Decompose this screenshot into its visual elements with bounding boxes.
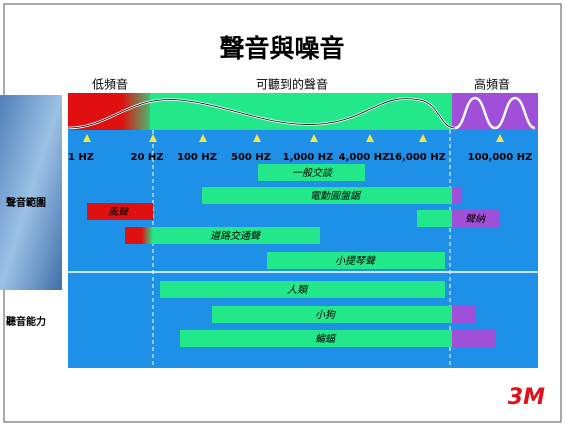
range-bar-high [452, 210, 500, 227]
range-bar [267, 252, 445, 269]
frequency-label: 100 HZ [177, 152, 217, 163]
logo: 3M [508, 385, 545, 410]
marker [366, 134, 374, 142]
range-bar [417, 210, 452, 227]
frequency-label: 100,000 HZ [468, 152, 533, 163]
marker [253, 134, 261, 142]
range-bar [153, 227, 320, 244]
range-bar-low [125, 227, 153, 244]
zone-label: 高頻音 [474, 77, 510, 92]
title: 聲音與噪音 [219, 34, 344, 63]
zone-label: 低頻音 [92, 77, 128, 92]
range-label: 聲納 [465, 213, 486, 225]
range-bar [258, 164, 365, 181]
frequency-label: 16,000 HZ [388, 152, 446, 163]
range-bar [212, 306, 452, 323]
low-band [68, 93, 158, 130]
marker [149, 134, 157, 142]
marker [310, 134, 318, 142]
range-label: 小提琴聲 [335, 255, 377, 267]
wave-outline [67, 98, 456, 129]
frequency-label: 4,000 HZ [339, 152, 390, 163]
range-label: 風聲 [108, 206, 130, 218]
section-label: 聲音範圍 [6, 196, 46, 209]
range-bar [87, 203, 153, 220]
range-label: 電動圓盤鋸 [310, 190, 362, 202]
range-label: 蝙蝠 [315, 333, 337, 345]
frequency-label: 1 HZ [68, 152, 94, 163]
marker [83, 134, 91, 142]
frequency-label: 20 HZ [130, 152, 163, 163]
range-label: 一般交談 [292, 167, 334, 179]
range-label: 道路交通聲 [210, 230, 262, 242]
range-label: 小狗 [315, 309, 337, 321]
range-label: 人類 [287, 284, 309, 296]
range-bar [160, 281, 445, 298]
marker [199, 134, 207, 142]
range-bar [202, 187, 452, 204]
frequency-label: 1,000 HZ [283, 152, 334, 163]
range-bar-high [452, 330, 495, 347]
range-bar [180, 330, 452, 347]
zone-label: 可聽到的聲音 [256, 77, 328, 92]
marker [496, 134, 504, 142]
side-image [0, 95, 62, 290]
range-bar-high [452, 306, 476, 323]
marker [419, 134, 427, 142]
frequency-label: 500 HZ [231, 152, 271, 163]
section-label: 聽音能力 [6, 315, 46, 328]
range-bar-high [452, 187, 462, 204]
